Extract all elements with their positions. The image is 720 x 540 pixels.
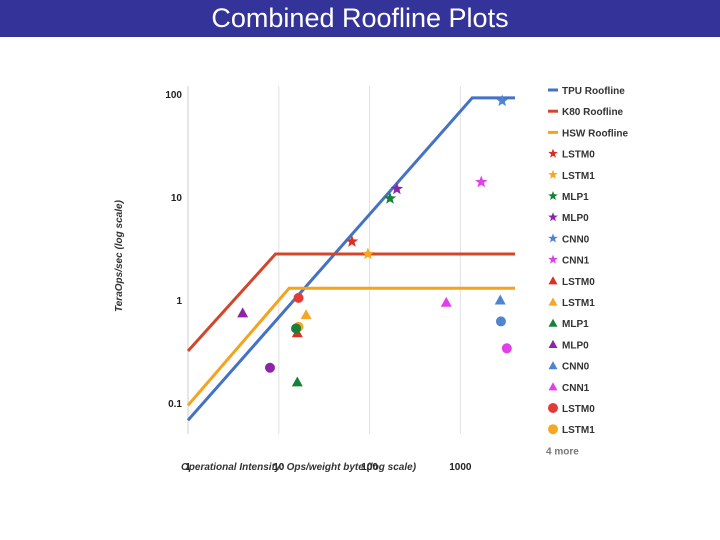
legend-swatch [548,254,558,264]
legend: TPU Roofline K80 Roofline HSW Roofline LSTM… [546,86,629,457]
legend-item: MLP0 [548,212,589,224]
legend-label: CNN0 [562,234,590,245]
legend-item: LSTM0 [548,148,595,161]
hsw-roofline-line [186,286,515,407]
x-tick-label: 100 [361,462,378,473]
lstm0-circle-point [293,292,304,303]
legend-item: LSTM0 [548,403,595,415]
legend-label: LSTM0 [562,277,595,288]
legend-label: CNN1 [562,383,590,394]
legend-item: MLP1 [548,191,589,203]
legend-swatch [548,212,558,222]
legend-item: CNN1 [548,254,590,267]
legend-item: CNN1 [548,382,590,394]
roofline-lines [186,96,515,422]
x-tick-label: 10 [273,462,285,473]
cnn1-triangle-point [440,296,452,307]
lstm1-star-point [361,247,375,260]
lstm1-triangle-point [300,309,312,320]
cnn1-star-point [475,175,488,188]
mlp0-star-point [390,182,404,195]
mlp1-triangle-point [291,376,303,387]
legend-item: MLP0 [548,339,589,351]
roofline-chart: 1 10 100 1000 0.1 1 10 100 TPU Roofline K80 Roof… [114,86,629,473]
y-axis-label: TeraOps/sec (log scale) [114,199,125,312]
data-points [237,94,512,387]
k80-roofline-line [186,252,515,353]
legend-label: MLP0 [562,213,589,224]
cnn0-triangle-point [494,294,506,305]
legend-label: HSW Roofline [562,128,629,139]
grid [187,86,461,434]
legend-more-link: 4 more [546,446,579,457]
legend-swatch [548,233,558,243]
legend-swatch [548,169,558,179]
legend-label: MLP1 [562,192,589,203]
legend-label: MLP0 [562,340,589,351]
x-axis-label: Operational Intensity: Ops/weight byte (… [181,462,417,473]
legend-label: MLP1 [562,319,589,330]
mlp1-star-point [383,191,397,204]
legend-swatch [548,297,558,306]
legend-swatch [548,403,558,413]
legend-label: LSTM1 [562,425,595,436]
y-tick-label: 1 [176,296,182,307]
legend-item: CNN0 [548,361,590,373]
legend-item: MLP1 [548,318,589,330]
x-tick-label: 1 [185,462,191,473]
cnn1-circle-point [501,343,512,354]
title-bar: Combined Roofline Plots [0,0,720,37]
legend-swatch [548,318,558,327]
legend-swatch [548,424,558,435]
legend-item: TPU Roofline [548,86,625,97]
legend-label: LSTM0 [562,404,595,415]
legend-item: LSTM0 [548,276,595,288]
legend-item: K80 Roofline [548,107,624,118]
y-tick-label: 10 [171,193,183,204]
legend-swatch [548,148,558,158]
legend-item: LSTM1 [548,297,595,309]
mlp0-triangle-point [237,307,249,318]
legend-label: LSTM0 [562,150,595,161]
legend-label: LSTM1 [562,171,595,182]
legend-swatch [548,361,558,370]
legend-label: LSTM1 [562,298,595,309]
y-tick-label: 0.1 [168,399,182,410]
tpu-roofline-line [186,96,515,422]
legend-item: CNN0 [548,233,590,245]
lstm0-star-point [345,235,359,247]
legend-swatch [548,339,558,348]
x-tick-label: 1000 [449,462,472,473]
y-tick-label: 100 [165,90,182,101]
legend-swatch [548,382,558,391]
axes: 1 10 100 1000 0.1 1 10 100 [165,90,472,473]
legend-label: K80 Roofline [562,107,624,118]
legend-swatch [548,191,558,201]
legend-label: CNN0 [562,362,590,373]
legend-item: LSTM1 [548,169,595,182]
mlp0-circle-point [264,362,275,373]
legend-item: HSW Roofline [548,128,629,139]
cnn0-circle-point [495,316,506,327]
legend-label: CNN1 [562,256,590,267]
legend-label: TPU Roofline [562,86,625,97]
cnn0-star-point [496,94,509,107]
legend-item: LSTM1 [548,424,595,436]
page-title: Combined Roofline Plots [211,3,509,33]
legend-swatch [548,276,558,285]
mlp1-circle-point [291,323,302,334]
